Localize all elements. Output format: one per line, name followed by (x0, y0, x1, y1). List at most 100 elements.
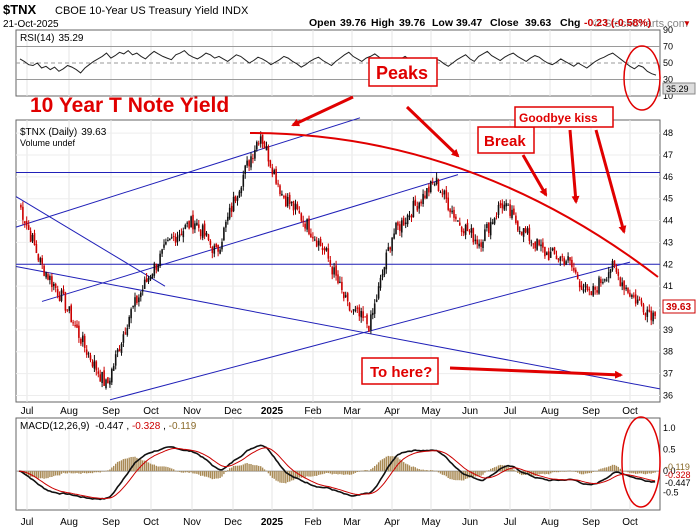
month-label: Feb (304, 517, 322, 528)
rsi-panel: RSI(14) 35.29 90 70 50 30 10 35.29 (15, 25, 696, 111)
candle-body (221, 241, 223, 250)
candle-body (459, 222, 461, 226)
macd-hist-bar (584, 471, 587, 474)
candle-body (607, 272, 610, 279)
macd-hist-bar (39, 471, 41, 479)
candle-body (346, 293, 349, 302)
candle-body (132, 305, 134, 308)
candle-body (47, 274, 49, 280)
candle-body (292, 201, 295, 211)
macd-hist-bar (198, 471, 200, 475)
candle-body (542, 242, 544, 248)
rsi-highlight-ellipse (623, 45, 661, 111)
candle-body (431, 182, 434, 184)
macd-hist-bar (171, 468, 173, 472)
month-label: Sep (582, 406, 600, 417)
macd-hist-bar (93, 471, 96, 473)
candle-body (35, 244, 38, 253)
macd-hist-bar (445, 471, 447, 477)
candle-body (196, 222, 198, 226)
candle-body (267, 146, 270, 162)
candle-body (308, 218, 310, 235)
macd-hist-bar (449, 471, 451, 480)
macd-hist-bar (366, 470, 368, 472)
macd-hist-bar (548, 471, 550, 475)
macd-hist-bar (637, 471, 639, 474)
macd-hist-bar (511, 468, 513, 472)
price-tick-label: 48 (663, 128, 673, 138)
candle-body (534, 241, 536, 249)
macd-hist-bar (91, 471, 94, 474)
candle-body (143, 279, 146, 289)
price-tick-label: 38 (663, 347, 673, 357)
peaks-box (368, 57, 438, 87)
candle-body (103, 370, 105, 386)
candle-body (87, 353, 90, 355)
goodbye-label: Goodbye kiss (519, 111, 598, 125)
macd-hist-bar (219, 471, 221, 478)
macd-hist-bar (213, 471, 215, 479)
candle-body (93, 360, 96, 369)
price-tick-label: 44 (663, 216, 673, 226)
month-label: May (422, 517, 441, 528)
macd-hist-bar (161, 466, 163, 472)
candle-body (159, 253, 161, 267)
macd-hist-bar (109, 469, 111, 472)
macd-highlight-ellipse (621, 416, 661, 508)
month-label: Oct (143, 517, 159, 528)
candle-body (600, 279, 602, 284)
candle-body (449, 209, 451, 213)
macd-hist-bar (115, 463, 117, 472)
macd-hist-bar (252, 464, 254, 472)
macd-hist-bar (551, 471, 554, 473)
candle-body (493, 217, 496, 224)
macd-hist-bar (283, 471, 285, 483)
price-tick-label: 46 (663, 172, 673, 182)
macd-hist-bar (401, 460, 403, 472)
macd-hist-bar (314, 471, 316, 476)
candle-body (83, 335, 86, 348)
month-label: Jul (504, 517, 517, 528)
candle-body (302, 220, 304, 222)
macd-hist-bar (302, 471, 304, 478)
month-label: May (422, 406, 441, 417)
candle-body (27, 225, 30, 230)
month-label: 2025 (261, 517, 284, 528)
candle-body (588, 289, 591, 291)
macd-hist-bar (66, 471, 68, 474)
candle-body (296, 204, 299, 210)
month-label: Feb (304, 406, 322, 417)
macd-line-tag: -0.447 (665, 478, 691, 488)
macd-hist-bar (405, 463, 407, 472)
candle-body (109, 380, 111, 385)
candle-body (551, 248, 554, 251)
macd-hist-bar (503, 465, 505, 472)
month-label: Jun (462, 517, 478, 528)
candle-body (205, 232, 208, 236)
candle-body (430, 180, 432, 192)
macd-hist-bar (652, 471, 654, 473)
candle-body (118, 349, 121, 352)
candle-body (420, 201, 422, 204)
macd-hist-bar (234, 465, 237, 472)
month-label: Dec (224, 406, 242, 417)
macd-hist-bar (82, 471, 84, 473)
candle-body (520, 231, 523, 235)
candle-body (569, 257, 571, 261)
candle-body (172, 235, 175, 237)
candle-body (161, 249, 163, 254)
candle-body (72, 322, 74, 324)
macd-hist-bar (540, 471, 542, 474)
candle-body (443, 190, 446, 195)
candle-body (356, 307, 359, 310)
month-label: Oct (622, 406, 638, 417)
macd-hist-bar (273, 471, 275, 479)
candle-body (300, 213, 303, 221)
candle-body (488, 222, 490, 234)
candle-body (219, 249, 221, 254)
macd-hist-bar (443, 471, 445, 476)
candle-body (145, 278, 148, 282)
macd-hist-bar (147, 462, 150, 472)
macd-hist-bar (80, 471, 82, 474)
candle-body (642, 304, 645, 313)
